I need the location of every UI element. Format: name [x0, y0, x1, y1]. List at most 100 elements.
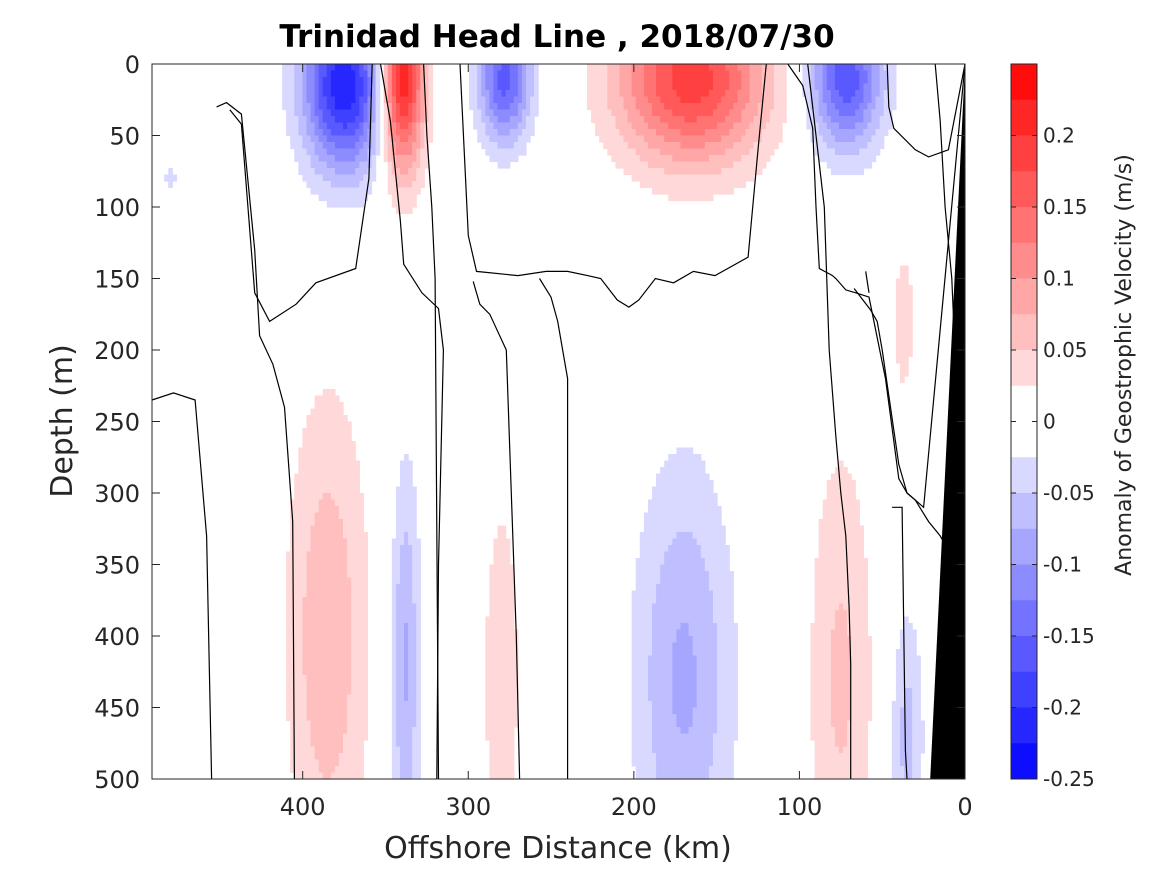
heatmap-cell	[298, 454, 304, 462]
heatmap-cell	[351, 545, 356, 553]
heatmap-cell	[851, 77, 856, 85]
heatmap-cell	[355, 603, 360, 611]
heatmap-cell	[660, 616, 665, 624]
heatmap-cell	[302, 701, 308, 709]
heatmap-cell	[855, 688, 860, 696]
heatmap-cell	[351, 129, 356, 137]
heatmap-cell	[700, 486, 706, 494]
heatmap-cell	[306, 564, 312, 572]
heatmap-cell	[355, 584, 360, 592]
heatmap-cell	[676, 70, 682, 78]
heatmap-cell	[652, 90, 657, 98]
heatmap-cell	[741, 109, 747, 117]
heatmap-cell	[485, 623, 490, 631]
heatmap-cell	[322, 486, 328, 494]
heatmap-cell	[493, 155, 499, 163]
heatmap-cell	[351, 135, 356, 143]
heatmap-cell	[843, 629, 848, 637]
heatmap-cell	[355, 77, 360, 85]
heatmap-cell	[725, 155, 730, 163]
heatmap-cell	[802, 70, 808, 78]
heatmap-cell	[416, 590, 421, 598]
heatmap-cell	[286, 571, 291, 579]
heatmap-cell	[286, 64, 291, 72]
heatmap-cell	[822, 701, 828, 709]
heatmap-cell	[867, 636, 873, 644]
heatmap-cell	[656, 649, 661, 657]
heatmap-cell	[302, 584, 308, 592]
heatmap-cell	[314, 512, 320, 520]
heatmap-cell	[704, 675, 710, 683]
heatmap-cell	[700, 623, 706, 631]
heatmap-cell	[412, 109, 417, 117]
heatmap-cell	[330, 649, 336, 657]
heatmap-cell	[294, 538, 299, 546]
heatmap-cell	[343, 83, 348, 91]
heatmap-cell	[416, 181, 421, 189]
heatmap-cell	[692, 135, 698, 143]
heatmap-cell	[611, 122, 617, 130]
heatmap-cell	[359, 675, 364, 683]
heatmap-cell	[363, 148, 369, 156]
heatmap-cell	[692, 148, 698, 156]
heatmap-cell	[712, 707, 718, 715]
heatmap-cell	[725, 694, 730, 702]
heatmap-cell	[895, 330, 901, 338]
heatmap-cell	[855, 584, 860, 592]
heatmap-cell	[652, 636, 657, 644]
heatmap-cell	[822, 688, 828, 696]
heatmap-cell	[505, 714, 511, 722]
heatmap-cell	[338, 551, 344, 559]
heatmap-cell	[412, 194, 417, 202]
heatmap-cell	[912, 681, 917, 689]
heatmap-cell	[505, 688, 511, 696]
heatmap-cell	[672, 480, 677, 488]
heatmap-cell	[330, 603, 336, 611]
heatmap-cell	[509, 616, 515, 624]
heatmap-cell	[660, 135, 665, 143]
heatmap-cell	[343, 155, 348, 163]
heatmap-cell	[314, 135, 320, 143]
heatmap-cell	[741, 174, 747, 182]
heatmap-cell	[652, 109, 657, 117]
heatmap-cell	[729, 83, 734, 91]
heatmap-cell	[908, 324, 913, 332]
heatmap-cell	[834, 142, 840, 150]
heatmap-cell	[879, 77, 885, 85]
heatmap-cell	[672, 538, 677, 546]
heatmap-cell	[729, 584, 734, 592]
heatmap-cell	[851, 623, 856, 631]
heatmap-cell	[416, 96, 421, 104]
heatmap-cell	[838, 571, 844, 579]
heatmap-cell	[343, 512, 348, 520]
heatmap-cell	[493, 655, 499, 663]
heatmap-cell	[619, 129, 625, 137]
heatmap-cell	[338, 675, 344, 683]
heatmap-cell	[314, 148, 320, 156]
heatmap-cell	[355, 174, 360, 182]
heatmap-cell	[298, 668, 304, 676]
heatmap-cell	[826, 116, 832, 124]
heatmap-cell	[826, 486, 832, 494]
heatmap-cell	[899, 655, 905, 663]
heatmap-cell	[725, 551, 730, 559]
heatmap-cell	[810, 681, 816, 689]
heatmap-cell	[347, 447, 352, 455]
heatmap-cell	[334, 181, 340, 189]
heatmap-cell	[778, 77, 783, 85]
heatmap-cell	[733, 103, 738, 111]
heatmap-cell	[359, 77, 364, 85]
heatmap-cell	[428, 129, 434, 137]
heatmap-cell	[387, 135, 393, 143]
heatmap-cell	[830, 642, 836, 650]
heatmap-cell	[692, 655, 698, 663]
heatmap-cell	[322, 96, 328, 104]
heatmap-cell	[672, 64, 677, 72]
heatmap-cell	[814, 90, 820, 98]
heatmap-cell	[851, 636, 856, 644]
heatmap-cell	[347, 538, 352, 546]
heatmap-cell	[843, 109, 848, 117]
heatmap-cell	[830, 486, 836, 494]
heatmap-cell	[822, 577, 828, 585]
heatmap-cell	[306, 77, 312, 85]
